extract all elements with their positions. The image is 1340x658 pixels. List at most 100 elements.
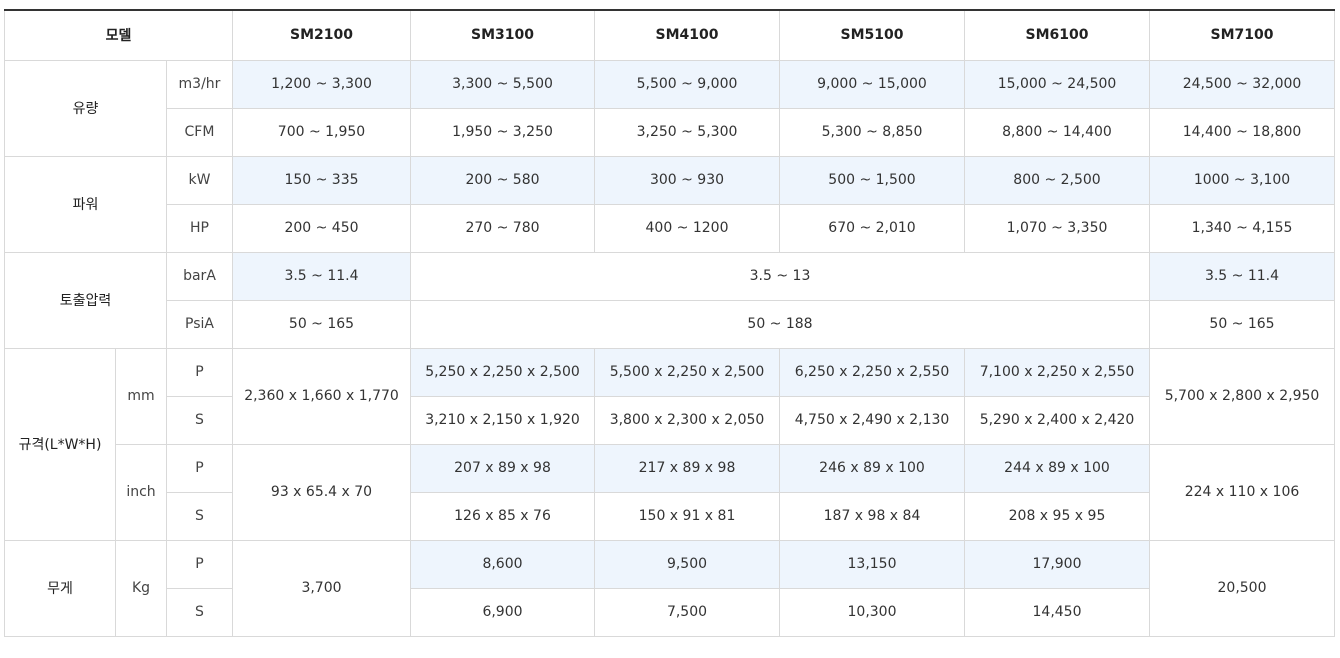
- power-kw-cell: 500 ~ 1,500: [779, 155, 965, 205]
- dim-mm-s-cell: 4,750 x 2,490 x 2,130: [779, 395, 965, 445]
- flow-cfm-cell: 3,250 ~ 5,300: [594, 107, 780, 157]
- dim-mm-s-cell: 5,290 x 2,400 x 2,420: [964, 395, 1150, 445]
- dim-inch-s-row: S 126 x 85 x 76 150 x 91 x 81 187 x 98 x…: [5, 491, 1335, 541]
- pressure-bara-cell: 3.5 ~ 11.4: [1149, 251, 1335, 301]
- dim-inch-first-cell: 93 x 65.4 x 70: [232, 443, 411, 541]
- model-header-sm7100: SM7100: [1149, 9, 1335, 61]
- model-header-sm3100: SM3100: [410, 9, 595, 61]
- dim-mm-s-cell: 3,800 x 2,300 x 2,050: [594, 395, 780, 445]
- dimensions-label: 규격(L*W*H): [4, 347, 116, 541]
- weight-s-row: S 6,900 7,500 10,300 14,450: [5, 587, 1335, 637]
- weight-s-cell: 10,300: [779, 587, 965, 637]
- dim-inch-p-cell: 244 x 89 x 100: [964, 443, 1150, 493]
- flow-m3hr-cell: 24,500 ~ 32,000: [1149, 59, 1335, 109]
- flow-cfm-row: CFM 700 ~ 1,950 1,950 ~ 3,250 3,250 ~ 5,…: [5, 107, 1335, 157]
- flow-m3hr-cell: 1,200 ~ 3,300: [232, 59, 411, 109]
- flow-cfm-cell: 5,300 ~ 8,850: [779, 107, 965, 157]
- dim-inch-unit: inch: [115, 443, 167, 541]
- dim-inch-last-cell: 224 x 110 x 106: [1149, 443, 1335, 541]
- weight-unit: Kg: [115, 539, 167, 637]
- power-hp-cell: 1,070 ~ 3,350: [964, 203, 1150, 253]
- dim-inch-p-cell: 207 x 89 x 98: [410, 443, 595, 493]
- flow-label: 유량: [4, 59, 167, 157]
- weight-last-cell: 20,500: [1149, 539, 1335, 637]
- dim-mm-p-cell: 5,250 x 2,250 x 2,500: [410, 347, 595, 397]
- power-kw-cell: 1000 ~ 3,100: [1149, 155, 1335, 205]
- flow-m3hr-cell: 15,000 ~ 24,500: [964, 59, 1150, 109]
- dim-inch-p-cell: 217 x 89 x 98: [594, 443, 780, 493]
- model-header-sm4100: SM4100: [594, 9, 780, 61]
- power-hp-cell: 670 ~ 2,010: [779, 203, 965, 253]
- pressure-bara-merged-cell: 3.5 ~ 13: [410, 251, 1150, 301]
- power-hp-cell: 1,340 ~ 4,155: [1149, 203, 1335, 253]
- weight-s-cell: 7,500: [594, 587, 780, 637]
- flow-m3hr-cell: 9,000 ~ 15,000: [779, 59, 965, 109]
- weight-p-cell: 17,900: [964, 539, 1150, 589]
- dim-mm-p-cell: 7,100 x 2,250 x 2,550: [964, 347, 1150, 397]
- flow-m3hr-cell: 3,300 ~ 5,500: [410, 59, 595, 109]
- dim-mm-p-cell: 6,250 x 2,250 x 2,550: [779, 347, 965, 397]
- weight-p-cell: 13,150: [779, 539, 965, 589]
- power-hp-cell: 400 ~ 1200: [594, 203, 780, 253]
- dim-inch-s-sub: S: [166, 491, 233, 541]
- power-kw-cell: 150 ~ 335: [232, 155, 411, 205]
- pressure-psia-unit: PsiA: [166, 299, 233, 349]
- flow-cfm-cell: 1,950 ~ 3,250: [410, 107, 595, 157]
- power-kw-row: 파워 kW 150 ~ 335 200 ~ 580 300 ~ 930 500 …: [4, 155, 1335, 253]
- pressure-label: 토출압력: [4, 251, 167, 349]
- dim-mm-p-sub: P: [166, 347, 233, 397]
- pressure-bara-unit: barA: [166, 251, 233, 301]
- weight-label: 무게: [4, 539, 116, 637]
- dim-inch-s-cell: 150 x 91 x 81: [594, 491, 780, 541]
- weight-s-cell: 6,900: [410, 587, 595, 637]
- power-kw-cell: 800 ~ 2,500: [964, 155, 1150, 205]
- model-header-sm6100: SM6100: [964, 9, 1150, 61]
- dim-inch-s-cell: 187 x 98 x 84: [779, 491, 965, 541]
- pressure-psia-cell: 50 ~ 165: [232, 299, 411, 349]
- power-hp-cell: 200 ~ 450: [232, 203, 411, 253]
- weight-p-cell: 9,500: [594, 539, 780, 589]
- dim-inch-s-cell: 126 x 85 x 76: [410, 491, 595, 541]
- dim-mm-s-sub: S: [166, 395, 233, 445]
- weight-p-row: 무게 Kg P 3,700 8,600 9,500 13,150 17,900 …: [4, 539, 1335, 637]
- dim-mm-s-cell: 3,210 x 2,150 x 1,920: [410, 395, 595, 445]
- power-kw-cell: 300 ~ 930: [594, 155, 780, 205]
- model-header-sm2100: SM2100: [232, 9, 411, 61]
- power-hp-cell: 270 ~ 780: [410, 203, 595, 253]
- model-header: 모델: [4, 9, 233, 61]
- dim-inch-p-sub: P: [166, 443, 233, 493]
- flow-cfm-cell: 8,800 ~ 14,400: [964, 107, 1150, 157]
- dim-mm-p-row: 규격(L*W*H) mm P 2,360 x 1,660 x 1,770 5,2…: [4, 347, 1335, 541]
- pressure-bara-cell: 3.5 ~ 11.4: [232, 251, 411, 301]
- dim-inch-s-cell: 208 x 95 x 95: [964, 491, 1150, 541]
- weight-s-cell: 14,450: [964, 587, 1150, 637]
- flow-cfm-unit: CFM: [166, 107, 233, 157]
- weight-p-cell: 8,600: [410, 539, 595, 589]
- weight-p-sub: P: [166, 539, 233, 589]
- flow-cfm-cell: 700 ~ 1,950: [232, 107, 411, 157]
- dim-mm-first-cell: 2,360 x 1,660 x 1,770: [232, 347, 411, 445]
- flow-cfm-cell: 14,400 ~ 18,800: [1149, 107, 1335, 157]
- pressure-bara-row: 토출압력 barA 3.5 ~ 11.4 3.5 ~ 13 3.5 ~ 11.4: [4, 251, 1335, 349]
- flow-m3hr-row: 유량 m3/hr 1,200 ~ 3,300 3,300 ~ 5,500 5,5…: [4, 59, 1335, 157]
- dim-mm-p-cell: 5,500 x 2,250 x 2,500: [594, 347, 780, 397]
- power-label: 파워: [4, 155, 167, 253]
- pressure-psia-cell: 50 ~ 165: [1149, 299, 1335, 349]
- flow-m3hr-cell: 5,500 ~ 9,000: [594, 59, 780, 109]
- dim-inch-p-row: inch P 93 x 65.4 x 70 207 x 89 x 98 217 …: [5, 443, 1335, 541]
- dim-inch-p-cell: 246 x 89 x 100: [779, 443, 965, 493]
- spec-table: 모델 SM2100 SM3100 SM4100 SM5100 SM6100 SM…: [4, 9, 1335, 637]
- power-hp-unit: HP: [166, 203, 233, 253]
- power-kw-unit: kW: [166, 155, 233, 205]
- power-kw-cell: 200 ~ 580: [410, 155, 595, 205]
- model-header-sm5100: SM5100: [779, 9, 965, 61]
- dim-mm-last-cell: 5,700 x 2,800 x 2,950: [1149, 347, 1335, 445]
- weight-s-sub: S: [166, 587, 233, 637]
- weight-first-cell: 3,700: [232, 539, 411, 637]
- power-hp-row: HP 200 ~ 450 270 ~ 780 400 ~ 1200 670 ~ …: [5, 203, 1335, 253]
- dim-mm-unit: mm: [115, 347, 167, 445]
- header-row: 모델 SM2100 SM3100 SM4100 SM5100 SM6100 SM…: [4, 9, 1335, 61]
- pressure-psia-merged-cell: 50 ~ 188: [410, 299, 1150, 349]
- flow-m3hr-unit: m3/hr: [166, 59, 233, 109]
- pressure-psia-row: PsiA 50 ~ 165 50 ~ 188 50 ~ 165: [5, 299, 1335, 349]
